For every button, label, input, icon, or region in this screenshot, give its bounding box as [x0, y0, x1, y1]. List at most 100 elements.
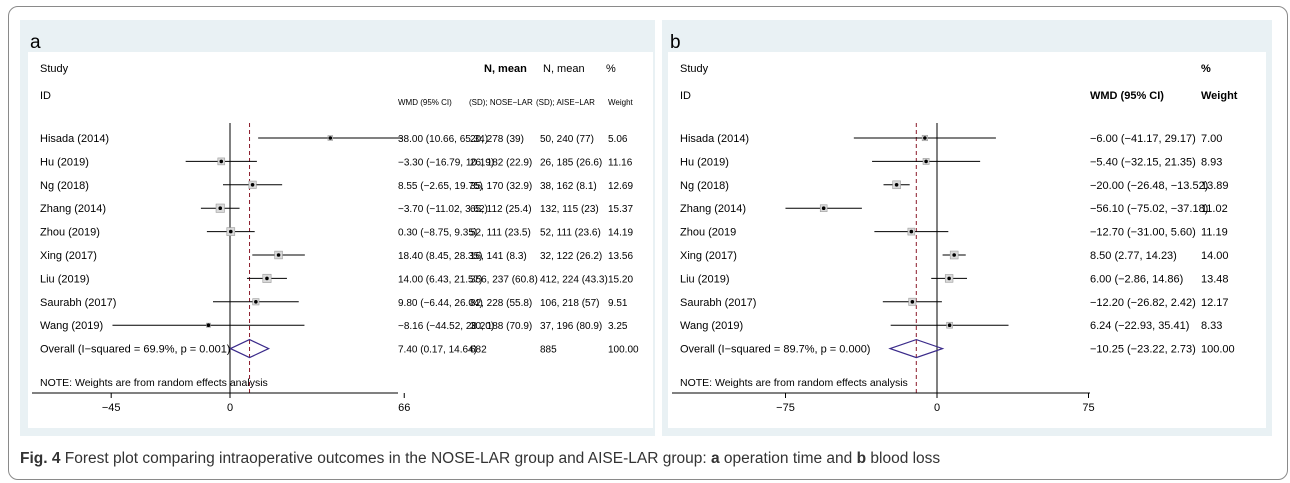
- study-name: Hisada (2014): [680, 133, 749, 145]
- forest-plots: a Study ID N, mean N, mean % WMD (95% CI…: [28, 32, 1266, 428]
- weight-value: 5.06: [608, 134, 628, 145]
- ci-text: −5.40 (−32.15, 21.35): [1090, 156, 1196, 168]
- study-name: Ng (2018): [40, 180, 89, 192]
- overall-n-aise: 885: [540, 345, 557, 356]
- overall-label: Overall (I−squared = 89.7%, p = 0.000): [680, 344, 870, 356]
- weight-value: 15.20: [608, 274, 633, 285]
- panel-a-label: a: [30, 32, 41, 53]
- panel-a-x-tick-label: −45: [102, 402, 121, 414]
- ci-text: −56.10 (−75.02, −37.18): [1090, 203, 1208, 215]
- point-estimate: [821, 206, 826, 210]
- figure-caption: Fig. 4 Forest plot comparing intraoperat…: [20, 450, 940, 468]
- caption-text-1: Forest plot comparing intraoperative out…: [60, 450, 711, 467]
- point-estimate: [947, 323, 952, 328]
- study-name: Saurabh (2017): [40, 297, 116, 309]
- point-estimate: [219, 159, 224, 164]
- panel-b: b Study ID % WMD (95% CI) Weight −75 0 75 H…: [668, 32, 1266, 428]
- weight-value: 8.93: [1201, 156, 1222, 168]
- point-estimate: [924, 159, 928, 164]
- overall-n-nose: 682: [470, 345, 487, 356]
- overall-ci-text: 7.40 (0.17, 14.64): [398, 345, 477, 356]
- study-name: Saurabh (2017): [680, 297, 756, 309]
- weight-value: 8.33: [1201, 320, 1222, 332]
- weight-value: 14.00: [1201, 250, 1229, 262]
- study-name: Hu (2019): [40, 156, 89, 168]
- ci-text: −3.30 (−16.79, 10.19): [398, 157, 494, 168]
- n-mean-aise: 412, 224 (43.3): [540, 274, 608, 285]
- study-name: Zhang (2014): [680, 203, 746, 215]
- panel-a-header-n2-top: N, mean: [543, 63, 585, 75]
- point-estimate: [952, 253, 956, 257]
- point-estimate: [328, 136, 333, 140]
- panel-a-header-n1-bottom: (SD); NOSE−LAR: [469, 98, 533, 107]
- n-mean-aise: 37, 196 (80.9): [540, 321, 602, 332]
- panel-b-plot-area: [668, 52, 1266, 428]
- study-name: Xing (2017): [40, 250, 97, 262]
- caption-label: Fig. 4: [20, 450, 61, 467]
- panel-b-header-weight-bottom: Weight: [1201, 90, 1238, 102]
- overall-weight: 100.00: [608, 345, 639, 356]
- point-estimate: [265, 276, 269, 281]
- n-mean-aise: 38, 162 (8.1): [540, 181, 597, 192]
- n-mean-nose: 356, 237 (60.8): [470, 274, 538, 285]
- panel-b-x-tick-label: 0: [934, 402, 940, 414]
- panel-a-header-weight-bottom: Weight: [608, 98, 634, 107]
- ci-text: −12.20 (−26.82, 2.42): [1090, 297, 1196, 309]
- study-name: Ng (2018): [680, 180, 729, 192]
- weight-value: 9.51: [608, 298, 628, 309]
- overall-ci-text: −10.25 (−23.22, 2.73): [1090, 344, 1196, 356]
- point-estimate: [923, 136, 927, 140]
- study-name: Hisada (2014): [40, 133, 109, 145]
- overall-diamond: [888, 338, 945, 359]
- panel-a-header-n2-bottom: (SD); AISE−LAR: [536, 98, 595, 107]
- panel-b-header-id: ID: [680, 90, 691, 102]
- study-name: Xing (2017): [680, 250, 737, 262]
- ci-text: 0.30 (−8.75, 9.35): [398, 228, 477, 239]
- ci-text: −6.00 (−41.17, 29.17): [1090, 133, 1196, 145]
- weight-value: 3.25: [608, 321, 628, 332]
- panel-a: a Study ID N, mean N, mean % WMD (95% CI…: [28, 32, 653, 428]
- panel-b-rows: −75 0 75 Hisada (2014) −6.00 (−41.17, 29.17)…: [672, 123, 1235, 414]
- study-name: Zhang (2014): [40, 203, 106, 215]
- n-mean-aise: 32, 122 (26.2): [540, 251, 602, 262]
- n-mean-nose: 20, 278 (39): [470, 134, 524, 145]
- point-estimate: [254, 300, 258, 304]
- ci-text: −12.70 (−31.00, 5.60): [1090, 227, 1196, 239]
- weight-value: 11.16: [608, 157, 633, 168]
- study-name: Wang (2019): [680, 320, 743, 332]
- weight-value: 13.56: [608, 251, 633, 262]
- caption-text-2: operation time and: [719, 450, 857, 467]
- caption-text-3: blood loss: [866, 450, 941, 467]
- point-estimate: [218, 206, 223, 210]
- ci-text: 9.80 (−6.44, 26.04): [398, 298, 483, 309]
- weight-value: 13.48: [1201, 273, 1229, 285]
- n-mean-aise: 50, 240 (77): [540, 134, 594, 145]
- panel-a-header-study: Study: [40, 63, 69, 75]
- ci-text: −8.16 (−44.52, 28.20): [398, 321, 494, 332]
- point-estimate: [947, 276, 951, 281]
- overall-label: Overall (I−squared = 69.9%, p = 0.001): [40, 344, 230, 356]
- panel-a-x-tick-label: 0: [227, 402, 233, 414]
- n-mean-nose: 52, 111 (23.5): [470, 228, 531, 239]
- panel-b-header-study: Study: [680, 63, 709, 75]
- overall-diamond: [229, 338, 271, 359]
- panel-b-x-tick-label: 75: [1082, 402, 1094, 414]
- panel-b-label: b: [670, 32, 681, 53]
- panel-a-header-n1-top: N, mean: [484, 63, 527, 75]
- panel-a-header-weight-top: %: [606, 63, 616, 75]
- panel-a-note: NOTE: Weights are from random effects an…: [40, 377, 268, 389]
- weight-value: 11.19: [1201, 227, 1228, 239]
- point-estimate: [206, 323, 211, 328]
- point-estimate: [228, 229, 233, 234]
- point-estimate: [910, 300, 915, 304]
- weight-value: 11.02: [1201, 203, 1228, 215]
- overall-weight: 100.00: [1201, 344, 1235, 356]
- study-name: Wang (2019): [40, 320, 103, 332]
- ci-text: −3.70 (−11.02, 3.62): [398, 204, 488, 215]
- ci-text: 18.40 (8.45, 28.35): [398, 251, 483, 262]
- n-mean-nose: 65, 112 (25.4): [470, 204, 532, 215]
- panel-a-header-id: ID: [40, 90, 51, 102]
- n-mean-nose: 30, 188 (70.9): [470, 321, 532, 332]
- ci-text: 8.50 (2.77, 14.23): [1090, 250, 1177, 262]
